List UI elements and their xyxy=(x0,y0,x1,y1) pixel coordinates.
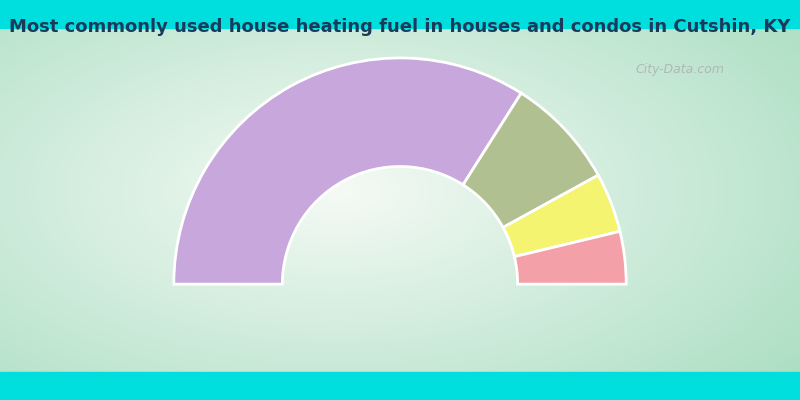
Text: City-Data.com: City-Data.com xyxy=(635,64,725,76)
Text: Most commonly used house heating fuel in houses and condos in Cutshin, KY: Most commonly used house heating fuel in… xyxy=(10,18,790,36)
Wedge shape xyxy=(463,93,598,228)
Wedge shape xyxy=(514,231,626,284)
Wedge shape xyxy=(174,58,522,284)
Wedge shape xyxy=(503,175,620,257)
